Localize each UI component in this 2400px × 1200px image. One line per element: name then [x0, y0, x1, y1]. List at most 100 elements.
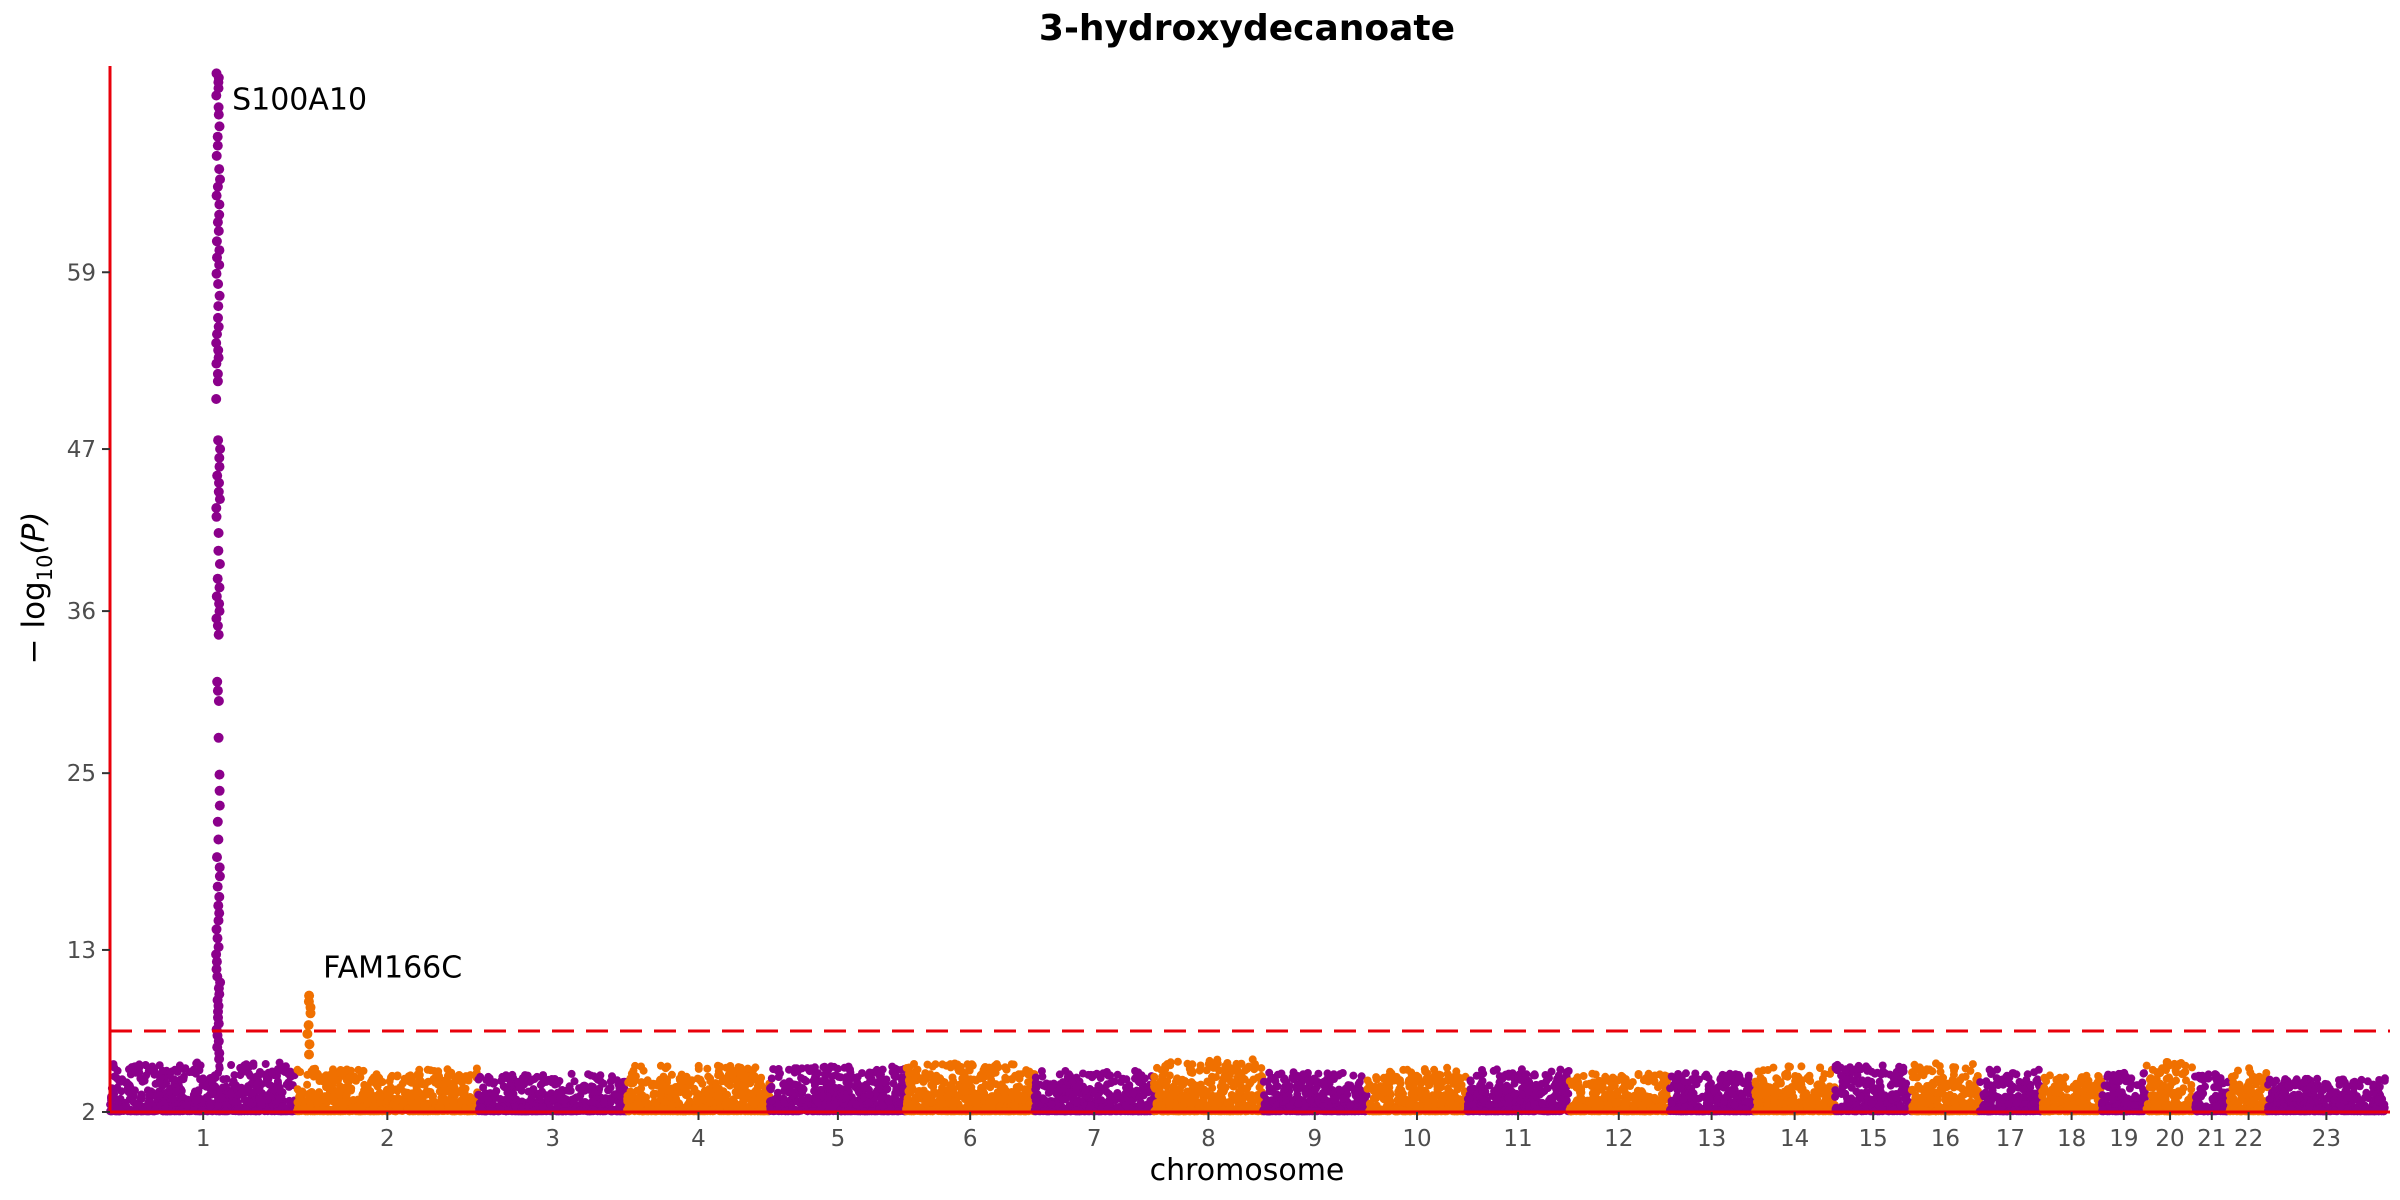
snp-point [928, 1062, 937, 1071]
snp-point [813, 1098, 822, 1107]
snp-point [1121, 1101, 1130, 1110]
snp-point [303, 1070, 312, 1079]
snp-point [730, 1098, 739, 1107]
snp-point [858, 1069, 866, 1078]
snp-point [376, 1091, 385, 1100]
snp-point [150, 1065, 159, 1074]
snp-point [1114, 1092, 1122, 1100]
snp-point [1159, 1090, 1168, 1099]
snp-point [696, 1075, 705, 1084]
snp-point [1173, 1074, 1182, 1083]
snp-point [865, 1090, 874, 1099]
snp-point [1158, 1072, 1167, 1081]
snp-point [774, 1065, 783, 1073]
snp-point [722, 1063, 731, 1072]
snp-point [113, 1083, 122, 1092]
snp-point [1014, 1071, 1023, 1080]
snp-point [363, 1097, 372, 1106]
snp-point [949, 1084, 958, 1093]
snp-point [694, 1061, 703, 1070]
snp-point [1211, 1101, 1220, 1110]
snp-point [206, 1102, 215, 1111]
snp-point [1102, 1087, 1111, 1096]
snp-point [825, 1085, 834, 1094]
snp-point [1220, 1065, 1229, 1074]
snp-point [358, 1103, 367, 1112]
snp-point [253, 1080, 262, 1089]
snp-point [131, 1062, 140, 1071]
snp-point [1009, 1060, 1018, 1069]
snp-point [1047, 1100, 1056, 1109]
snp-point [135, 1068, 144, 1077]
snp-point [588, 1097, 597, 1106]
snp-point [170, 1075, 179, 1084]
snp-point [699, 1095, 708, 1104]
snp-point [985, 1069, 994, 1077]
snp-point [1040, 1095, 1049, 1104]
snp-point [520, 1080, 529, 1089]
chromosome-5-points [766, 1062, 910, 1116]
snp-point [570, 1077, 579, 1086]
snp-point [945, 1098, 954, 1107]
snp-point [919, 1077, 928, 1086]
snp-point [1140, 1074, 1149, 1083]
snp-point [627, 1079, 636, 1088]
snp-point [491, 1088, 500, 1097]
snp-point [737, 1090, 746, 1099]
snp-point [961, 1087, 970, 1096]
snp-point [172, 1066, 181, 1075]
snp-point [260, 1070, 269, 1079]
snp-point [994, 1063, 1003, 1072]
snp-point [842, 1093, 850, 1102]
snp-point [946, 1063, 955, 1072]
snp-point [988, 1098, 997, 1107]
snp-point [1161, 1065, 1170, 1074]
snp-point [805, 1066, 814, 1074]
snp-point [327, 1069, 336, 1078]
snp-point [242, 1061, 251, 1070]
snp-point [1061, 1067, 1070, 1075]
snp-point [419, 1101, 428, 1110]
snp-point [932, 1071, 941, 1080]
snp-point [740, 1074, 748, 1083]
snp-point [600, 1098, 609, 1107]
snp-point [1257, 1064, 1266, 1073]
snp-point [724, 1070, 733, 1079]
snp-point [145, 1090, 154, 1099]
snp-point [424, 1077, 433, 1086]
chromosome-6-points [902, 1059, 1039, 1116]
snp-point [732, 1076, 741, 1085]
snp-point [613, 1076, 622, 1085]
snp-point [1081, 1086, 1090, 1095]
snp-point [1088, 1073, 1097, 1082]
snp-point [171, 1087, 180, 1096]
chromosome-3-points [474, 1069, 631, 1116]
snp-point [880, 1077, 889, 1086]
snp-point [627, 1069, 636, 1078]
snp-point [631, 1061, 640, 1070]
snp-point [910, 1060, 918, 1068]
snp-point [993, 1092, 1002, 1101]
snp-point [712, 1082, 721, 1091]
snp-point [363, 1083, 372, 1091]
snp-point [773, 1088, 782, 1097]
snp-point [168, 1095, 177, 1103]
snp-point [231, 1098, 239, 1107]
snp-point [1097, 1096, 1106, 1105]
snp-point [274, 1067, 283, 1076]
snp-point [847, 1074, 856, 1083]
snp-point [1086, 1101, 1095, 1110]
snp-point [616, 1092, 625, 1101]
snp-point [860, 1084, 869, 1093]
snp-point [366, 1090, 375, 1099]
snp-point [704, 1085, 713, 1094]
snp-point [1125, 1081, 1134, 1090]
snp-point [883, 1084, 892, 1093]
snp-point [785, 1065, 793, 1074]
snp-point [637, 1062, 645, 1071]
snp-point [246, 1071, 255, 1080]
snp-point [818, 1092, 827, 1101]
snp-point [339, 1067, 348, 1075]
snp-point [529, 1085, 538, 1094]
